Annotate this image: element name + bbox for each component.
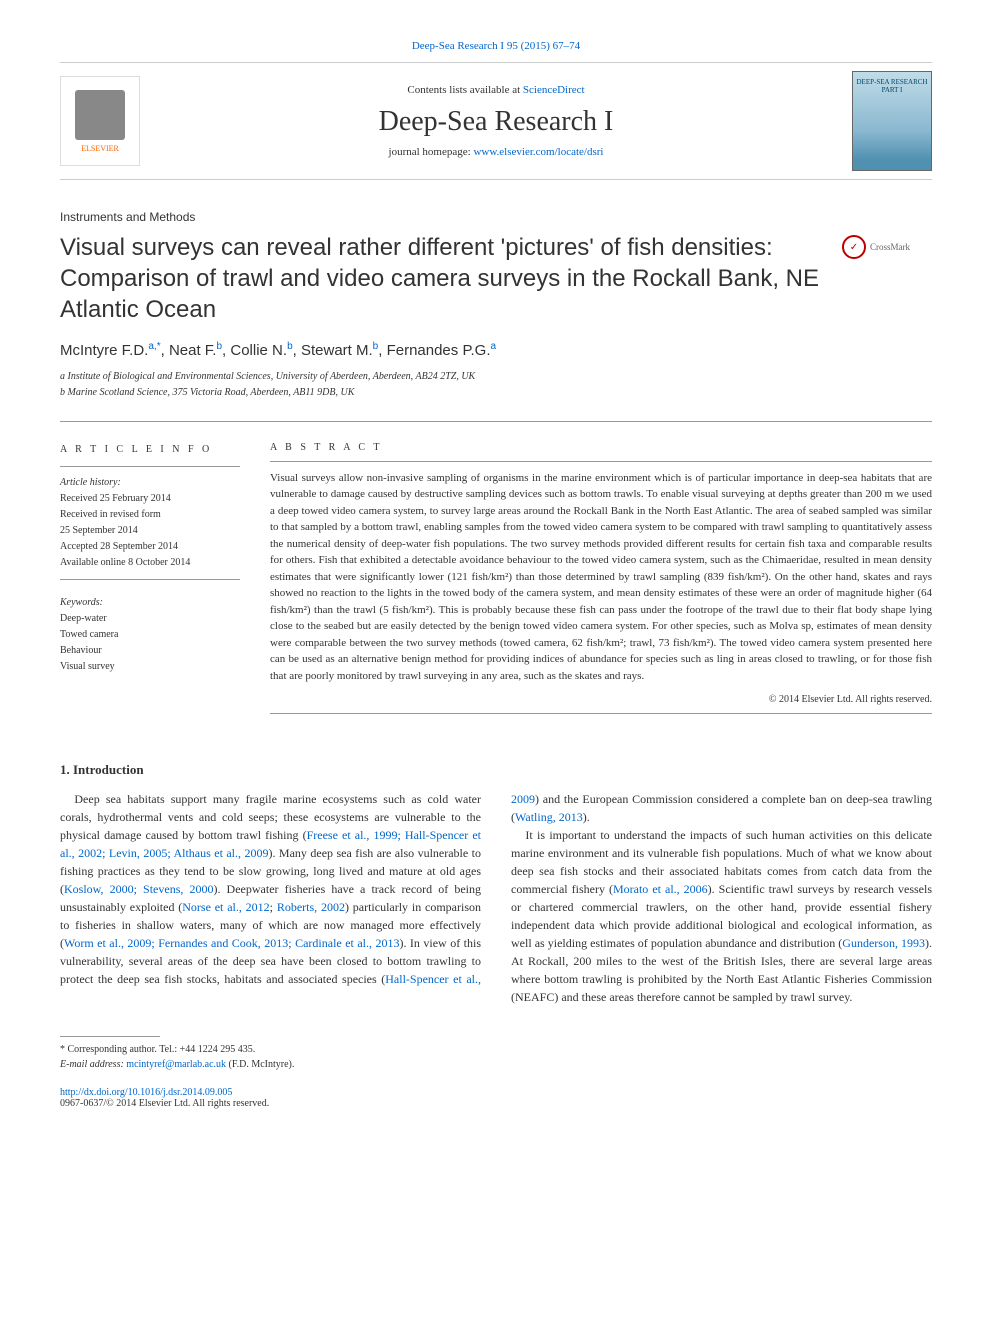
author-1: McIntyre F.D.a,* [60, 342, 161, 359]
contents-line: Contents lists available at ScienceDirec… [160, 84, 832, 96]
copyright: © 2014 Elsevier Ltd. All rights reserved… [270, 694, 932, 705]
title-row: Visual surveys can reveal rather differe… [60, 232, 932, 326]
affiliation-b: b Marine Scotland Science, 375 Victoria … [60, 385, 932, 401]
cite-link[interactable]: Koslow, 2000; Stevens, 2000 [64, 882, 213, 896]
email-suffix: (F.D. McIntyre). [226, 1059, 294, 1070]
author-5: Fernandes P.G.a [387, 342, 497, 359]
header-center: Contents lists available at ScienceDirec… [160, 84, 832, 158]
keywords-label: Keywords: [60, 595, 240, 611]
keyword-4: Visual survey [60, 659, 240, 675]
author-2: Neat F.b [169, 342, 222, 359]
intro-heading: 1. Introduction [60, 762, 932, 778]
journal-header: ELSEVIER Contents lists available at Sci… [60, 62, 932, 180]
cite-link[interactable]: Roberts, 2002 [277, 900, 345, 914]
journal-homepage-line: journal homepage: www.elsevier.com/locat… [160, 146, 832, 158]
email-link[interactable]: mcintyref@marlab.ac.uk [126, 1059, 226, 1070]
contents-prefix: Contents lists available at [407, 84, 522, 96]
author-1-affil[interactable]: a,* [148, 342, 160, 359]
keyword-1: Deep-water [60, 611, 240, 627]
cover-text: DEEP-SEA RESEARCH PART I [853, 78, 931, 94]
article-info-heading: A R T I C L E I N F O [60, 442, 240, 458]
affiliations: a Institute of Biological and Environmen… [60, 369, 932, 401]
history-revised-1: Received in revised form [60, 507, 240, 523]
cite-link[interactable]: Norse et al., 2012 [182, 900, 269, 914]
divider [270, 713, 932, 714]
crossmark-icon: ✓ [842, 235, 866, 259]
history-label: Article history: [60, 475, 240, 491]
divider [270, 461, 932, 462]
keyword-2: Towed camera [60, 627, 240, 643]
abstract: A B S T R A C T Visual surveys allow non… [270, 442, 932, 723]
homepage-prefix: journal homepage: [389, 146, 474, 158]
body-columns: Deep sea habitats support many fragile m… [60, 790, 932, 1006]
crossmark-badge[interactable]: ✓ CrossMark [842, 232, 932, 262]
journal-cover-thumbnail: DEEP-SEA RESEARCH PART I [852, 71, 932, 171]
divider [60, 421, 932, 422]
footnote-rule [60, 1036, 160, 1037]
history-received: Received 25 February 2014 [60, 491, 240, 507]
journal-homepage-link[interactable]: www.elsevier.com/locate/dsri [473, 146, 603, 158]
elsevier-logo: ELSEVIER [60, 76, 140, 166]
author-2-affil[interactable]: b [216, 342, 222, 359]
divider [60, 466, 240, 467]
article-title: Visual surveys can reveal rather differe… [60, 232, 822, 326]
affiliation-a: a Institute of Biological and Environmen… [60, 369, 932, 385]
author-3-affil[interactable]: b [287, 342, 293, 359]
top-citation-link: Deep-Sea Research I 95 (2015) 67–74 [60, 40, 932, 52]
authors-line: McIntyre F.D.a,*, Neat F.b, Collie N.b, … [60, 341, 932, 359]
cite-link[interactable]: Watling, 2013 [515, 810, 583, 824]
author-4: Stewart M.b [301, 342, 378, 359]
doi-line: http://dx.doi.org/10.1016/j.dsr.2014.09.… [60, 1087, 932, 1098]
keyword-3: Behaviour [60, 643, 240, 659]
introduction-section: 1. Introduction Deep sea habitats suppor… [60, 762, 932, 1006]
elsevier-tree-icon [75, 90, 125, 140]
history-revised-2: 25 September 2014 [60, 523, 240, 539]
author-4-affil[interactable]: b [373, 342, 379, 359]
crossmark-label: CrossMark [870, 242, 910, 252]
cite-link[interactable]: Gunderson, 1993 [842, 936, 925, 950]
author-5-affil[interactable]: a [491, 342, 497, 359]
abstract-heading: A B S T R A C T [270, 442, 932, 453]
doi-link[interactable]: http://dx.doi.org/10.1016/j.dsr.2014.09.… [60, 1087, 232, 1098]
history-accepted: Accepted 28 September 2014 [60, 539, 240, 555]
corresponding-author: * Corresponding author. Tel.: +44 1224 2… [60, 1042, 932, 1057]
info-abstract-row: A R T I C L E I N F O Article history: R… [60, 442, 932, 723]
email-line: E-mail address: mcintyref@marlab.ac.uk (… [60, 1057, 932, 1072]
cite-link[interactable]: Worm et al., 2009; Fernandes and Cook, 2… [64, 936, 399, 950]
journal-name: Deep-Sea Research I [160, 106, 832, 138]
divider [60, 579, 240, 580]
page: Deep-Sea Research I 95 (2015) 67–74 ELSE… [0, 0, 992, 1149]
intro-para-2: It is important to understand the impact… [511, 826, 932, 1006]
footnotes: * Corresponding author. Tel.: +44 1224 2… [60, 1042, 932, 1072]
issn-line: 0967-0637/© 2014 Elsevier Ltd. All right… [60, 1098, 932, 1109]
cite-link[interactable]: Morato et al., 2006 [613, 882, 708, 896]
citation-link[interactable]: Deep-Sea Research I 95 (2015) 67–74 [412, 40, 580, 52]
publisher-name: ELSEVIER [81, 144, 119, 153]
author-3: Collie N.b [230, 342, 292, 359]
article-info: A R T I C L E I N F O Article history: R… [60, 442, 240, 723]
sciencedirect-link[interactable]: ScienceDirect [523, 84, 585, 96]
email-label: E-mail address: [60, 1059, 126, 1070]
abstract-text: Visual surveys allow non-invasive sampli… [270, 470, 932, 685]
history-online: Available online 8 October 2014 [60, 555, 240, 571]
article-section-label: Instruments and Methods [60, 210, 932, 224]
